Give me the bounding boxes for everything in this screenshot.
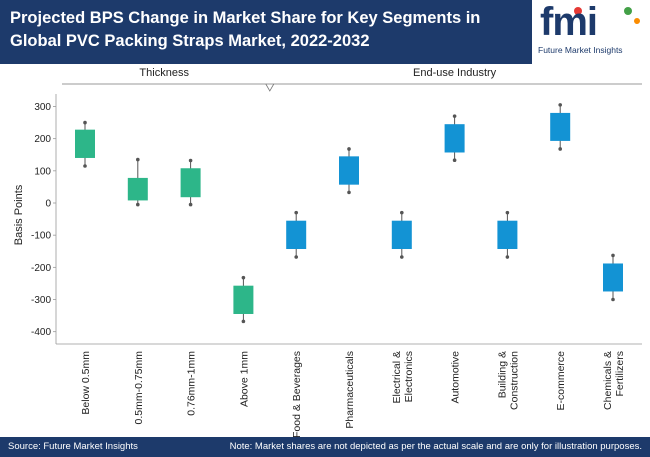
group-headers: Thickness End-use Industry [139,67,497,92]
note-text: Note: Market shares are not depicted as … [229,441,642,452]
x-tick-label: Pharmaceuticals [344,351,356,429]
x-tick-label-line: Above 1mm [238,351,250,407]
x-tick-label-line: 0.76mm-1mm [186,351,198,416]
box-2 [127,177,148,201]
y-tick-label: -400 [31,327,51,338]
whisker-low-point [83,164,87,168]
x-tick-label-line: Automotive [450,351,462,404]
group-label: End-use Industry [413,67,497,79]
box-5 [286,220,307,250]
x-axis-labels: Below 0.5mm 0.5mm-0.75mm 0.76mm-1mm Above 1… [80,351,626,437]
box-series [75,103,623,324]
box-10 [550,112,571,141]
whisker-low-point [188,202,193,207]
box-3 [180,168,201,198]
chart-title: Projected BPS Change in Market Share for… [10,9,481,50]
x-tick-label: Building &Construction [496,351,520,410]
source-text: Source: Future Market Insights [8,441,138,452]
logo-dot-green-icon [624,7,632,15]
box-7 [391,220,412,250]
y-tick-label: 300 [34,102,51,113]
whisker-high-point [400,210,404,215]
whisker-low-point [611,297,615,302]
whisker-high-point [505,210,510,215]
whisker-high-point [558,103,562,107]
x-tick-label-line: Electronics [403,351,415,402]
box-1 [75,129,95,158]
x-tick-label: Above 1mm [238,351,250,407]
x-tick-label: 0.76mm-1mm [186,351,198,416]
box-6 [339,156,359,185]
whisker-high-point [294,210,299,215]
x-tick-label-line: Food & Beverages [291,351,303,437]
logo-dot-orange-icon [634,18,640,24]
x-tick-label: 0.5mm-0.75mm [133,351,145,425]
whisker-high-point [136,157,140,162]
box-9 [497,220,518,250]
whisker-low-point [505,255,510,259]
x-tick-label-line: Fertilizers [614,351,626,397]
whisker-low-point [558,147,562,151]
whisker-low-point [452,158,457,163]
x-tick-label-line: Building & [496,351,508,398]
x-tick-label: Automotive [450,351,462,404]
logo-wordmark: fmi [540,0,598,44]
whisker-low-point [136,202,140,207]
x-tick-label-line: 0.5mm-0.75mm [133,351,145,425]
whisker-high-point [188,158,193,163]
group-label: Thickness [139,67,189,79]
y-tick-label: -100 [31,231,51,242]
x-tick-label: Food & Beverages [291,351,303,437]
x-tick-label-line: Chemicals & [602,351,614,410]
whisker-high-point [241,275,246,280]
y-tick-label: 0 [45,199,51,210]
whisker-high-point [83,120,87,125]
fmi-logo: fmi Future Market Insights [532,0,650,64]
whisker-high-point [452,114,457,118]
x-tick-label-line: E-commerce [555,351,567,411]
y-tick-label: -200 [31,263,51,274]
x-tick-label: Electrical &Electronics [391,351,415,404]
y-axis-label: Basis Points [13,184,25,245]
whisker-high-point [611,253,615,258]
box-11 [603,263,623,292]
x-tick-label: E-commerce [555,351,567,411]
whisker-low-point [294,255,299,259]
whisker-low-point [400,255,404,259]
group-divider-notch [265,83,275,92]
y-tick-label: 100 [34,166,51,177]
whisker-low-point [347,190,351,195]
whisker-low-point [241,319,246,324]
whisker-high-point [347,147,351,151]
footer-bar: Source: Future Market Insights Note: Mar… [0,437,650,457]
y-tick-label: -300 [31,295,51,306]
x-tick-label-line: Construction [508,351,520,410]
y-axis-ticks: 300 200 100 0 -100 -200 -300 -400 [31,102,56,338]
x-tick-label: Chemicals &Fertilizers [602,351,626,410]
x-tick-label-line: Below 0.5mm [80,351,92,415]
x-tick-label-line: Pharmaceuticals [344,351,356,429]
x-tick-label-line: Electrical & [391,351,403,404]
y-tick-label: 200 [34,134,51,145]
logo-dot-red-icon [574,7,582,15]
box-8 [444,124,465,153]
box-4 [233,285,254,314]
chart-area: Thickness End-use Industry 300 200 100 0 -100… [13,67,642,437]
x-tick-label: Below 0.5mm [80,351,92,415]
logo-subtitle: Future Market Insights [538,45,623,55]
header-banner: Projected BPS Change in Market Share for… [0,0,650,64]
